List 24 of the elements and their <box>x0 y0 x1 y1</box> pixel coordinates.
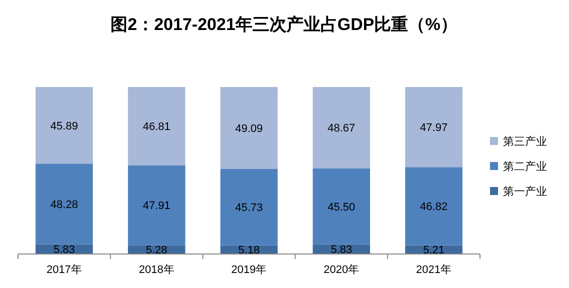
legend-label: 第二产业 <box>503 160 547 173</box>
data-label: 46.82 <box>420 201 448 214</box>
data-label: 5.83 <box>330 244 352 256</box>
x-tick-label: 2019年 <box>231 264 267 276</box>
data-label: 45.73 <box>235 202 263 214</box>
data-label: 47.91 <box>142 200 170 212</box>
data-label: 49.09 <box>235 122 263 135</box>
data-label: 5.18 <box>238 244 260 257</box>
data-label: 5.28 <box>146 244 168 257</box>
x-tick-label: 2018年 <box>138 264 174 276</box>
data-label: 46.81 <box>142 121 170 134</box>
legend-label: 第一产业 <box>503 185 547 198</box>
data-label: 45.89 <box>50 120 78 132</box>
chart-title: 图2：2017-2021年三次产业占GDP比重（%） <box>110 15 458 34</box>
data-label: 5.21 <box>423 244 445 257</box>
data-label: 48.67 <box>328 122 356 135</box>
data-label: 48.28 <box>50 198 78 211</box>
x-tick-label: 2020年 <box>324 264 360 276</box>
data-label: 45.50 <box>328 201 356 214</box>
data-label: 5.83 <box>53 244 75 256</box>
legend-label: 第三产业 <box>503 135 547 148</box>
x-tick-label: 2021年 <box>416 264 452 276</box>
x-tick-label: 2017年 <box>46 264 82 276</box>
data-label: 47.97 <box>420 122 448 134</box>
